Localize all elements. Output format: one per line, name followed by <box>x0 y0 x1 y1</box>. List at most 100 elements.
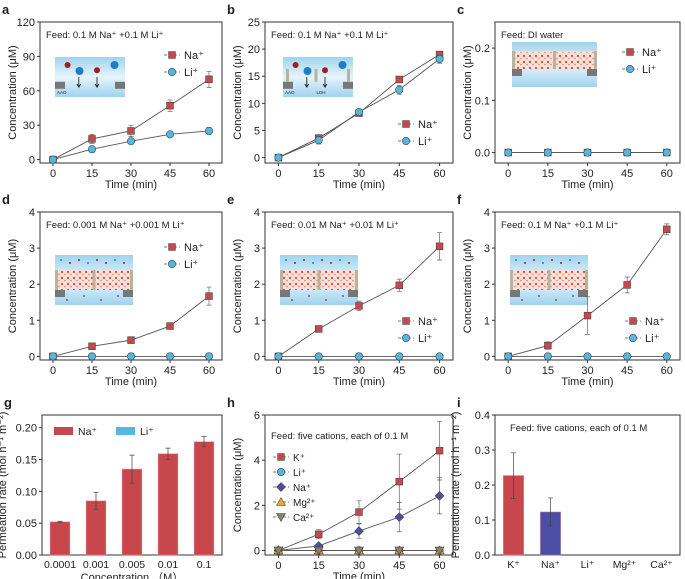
error-bar <box>165 447 171 460</box>
ldh-wall <box>594 51 597 69</box>
data-point <box>543 352 552 361</box>
x-tick-label: 15 <box>542 365 554 377</box>
legend-marker <box>625 65 634 74</box>
y-tick-label: 10 <box>248 98 260 110</box>
ldh-wall <box>553 51 556 69</box>
data-point <box>435 352 444 361</box>
arrow-down-icon <box>76 77 82 89</box>
ion-dot <box>524 262 526 264</box>
data-point <box>543 148 552 157</box>
ldh-wall <box>92 270 96 290</box>
x-tick-label: Li⁺ <box>581 559 595 571</box>
ion-ball <box>338 61 347 69</box>
legend-label: Li⁺ <box>418 333 433 345</box>
x-tick-label: 60 <box>433 560 445 572</box>
y-tick-label: 0.20 <box>16 423 37 435</box>
y-tick-label: 2 <box>29 279 35 291</box>
x-tick-label: 0 <box>505 365 511 377</box>
legend-label: Li⁺ <box>418 136 433 148</box>
panel-f: f 0 1 2 3 4 Concentration (μM) Time (min) Feed: … <box>457 192 681 388</box>
y-axis-label: Permeation rate (mol h⁻¹ m⁻²) <box>450 412 462 559</box>
data-point <box>395 281 403 289</box>
ion-dot <box>348 262 350 264</box>
ldh-wall <box>317 270 321 290</box>
x-tick-label: 0 <box>275 365 281 377</box>
y-tick-label: 0.15 <box>16 455 37 467</box>
ion-ball <box>322 67 328 74</box>
series-0 <box>49 70 213 164</box>
x-tick-label: 60 <box>203 168 215 180</box>
x-tick-label: 45 <box>621 365 633 377</box>
y-tick-label: 0 <box>254 545 260 557</box>
ion-dot <box>60 259 62 261</box>
series-1 <box>504 148 671 157</box>
x-tick-label: 15 <box>86 168 98 180</box>
y-tick-label: 2 <box>254 279 260 291</box>
data-point <box>583 352 592 361</box>
ldh-wall <box>55 270 58 290</box>
ion-dot <box>87 262 89 264</box>
data-point <box>662 352 671 361</box>
data-point <box>395 75 403 84</box>
aao-support <box>55 81 65 89</box>
x-tick-label: 45 <box>164 365 176 377</box>
data-point <box>88 342 96 350</box>
aao-support <box>512 69 522 76</box>
series-1 <box>48 126 214 164</box>
y-axis-label: Concentration (μM) <box>7 239 19 333</box>
legend-marker <box>628 333 637 342</box>
aao-support <box>348 290 358 297</box>
x-tick-label: 60 <box>661 168 673 180</box>
data-point <box>314 136 323 145</box>
ldh-wall <box>347 69 350 82</box>
x-tick-label: 60 <box>661 365 673 377</box>
ion-dot <box>578 262 580 264</box>
y-tick-label: 120 <box>17 17 35 29</box>
data-point <box>395 85 404 94</box>
legend-marker <box>401 137 410 146</box>
y-axis-label: Concentration (μM) <box>462 45 474 139</box>
aao-support <box>578 290 588 297</box>
x-tick-label: 45 <box>621 168 633 180</box>
y-tick-label: 1 <box>254 315 260 327</box>
ion-dot <box>538 295 540 297</box>
data-point <box>355 302 363 310</box>
y-tick-label: 3 <box>484 243 490 255</box>
data-point <box>205 75 213 84</box>
ion-dot <box>542 262 544 264</box>
error-bar <box>548 497 553 527</box>
arrow-down-icon <box>304 77 310 89</box>
y-tick-label: 0.1 <box>475 515 490 527</box>
data-point <box>315 530 323 538</box>
legend-marker <box>276 513 286 523</box>
ion-ball <box>110 61 119 69</box>
x-tick-label: 30 <box>581 168 593 180</box>
x-axis-label: Time (min) <box>105 179 157 191</box>
legend-marker <box>168 68 177 77</box>
legend-label: Na⁺ <box>418 119 438 131</box>
data-point <box>205 292 213 300</box>
x-axis-label: Time (min) <box>333 376 385 388</box>
y-tick-label: 0.0 <box>475 550 490 562</box>
legend-marker <box>168 51 176 59</box>
error-bar <box>201 436 207 448</box>
ion-dot <box>291 299 293 301</box>
y-tick-label: 0 <box>254 351 260 363</box>
x-tick-label: 30 <box>125 365 137 377</box>
data-point <box>166 352 175 361</box>
x-tick-label: 0.01 <box>158 559 179 571</box>
legend-marker <box>629 317 637 325</box>
legend-marker <box>401 333 410 342</box>
panel-label: d <box>2 192 10 207</box>
legend-swatch <box>54 427 73 435</box>
bar <box>157 453 179 556</box>
legend-label: Li⁺ <box>645 333 660 345</box>
ion-dot <box>83 295 85 297</box>
x-tick-label: K⁺ <box>507 559 520 571</box>
y-tick-label: 1 <box>29 315 35 327</box>
ldh-wall <box>286 69 289 82</box>
ion-ball <box>75 67 84 75</box>
x-tick-label: 15 <box>313 560 325 572</box>
data-point <box>434 491 445 501</box>
y-tick-label: 0.00 <box>16 550 37 562</box>
